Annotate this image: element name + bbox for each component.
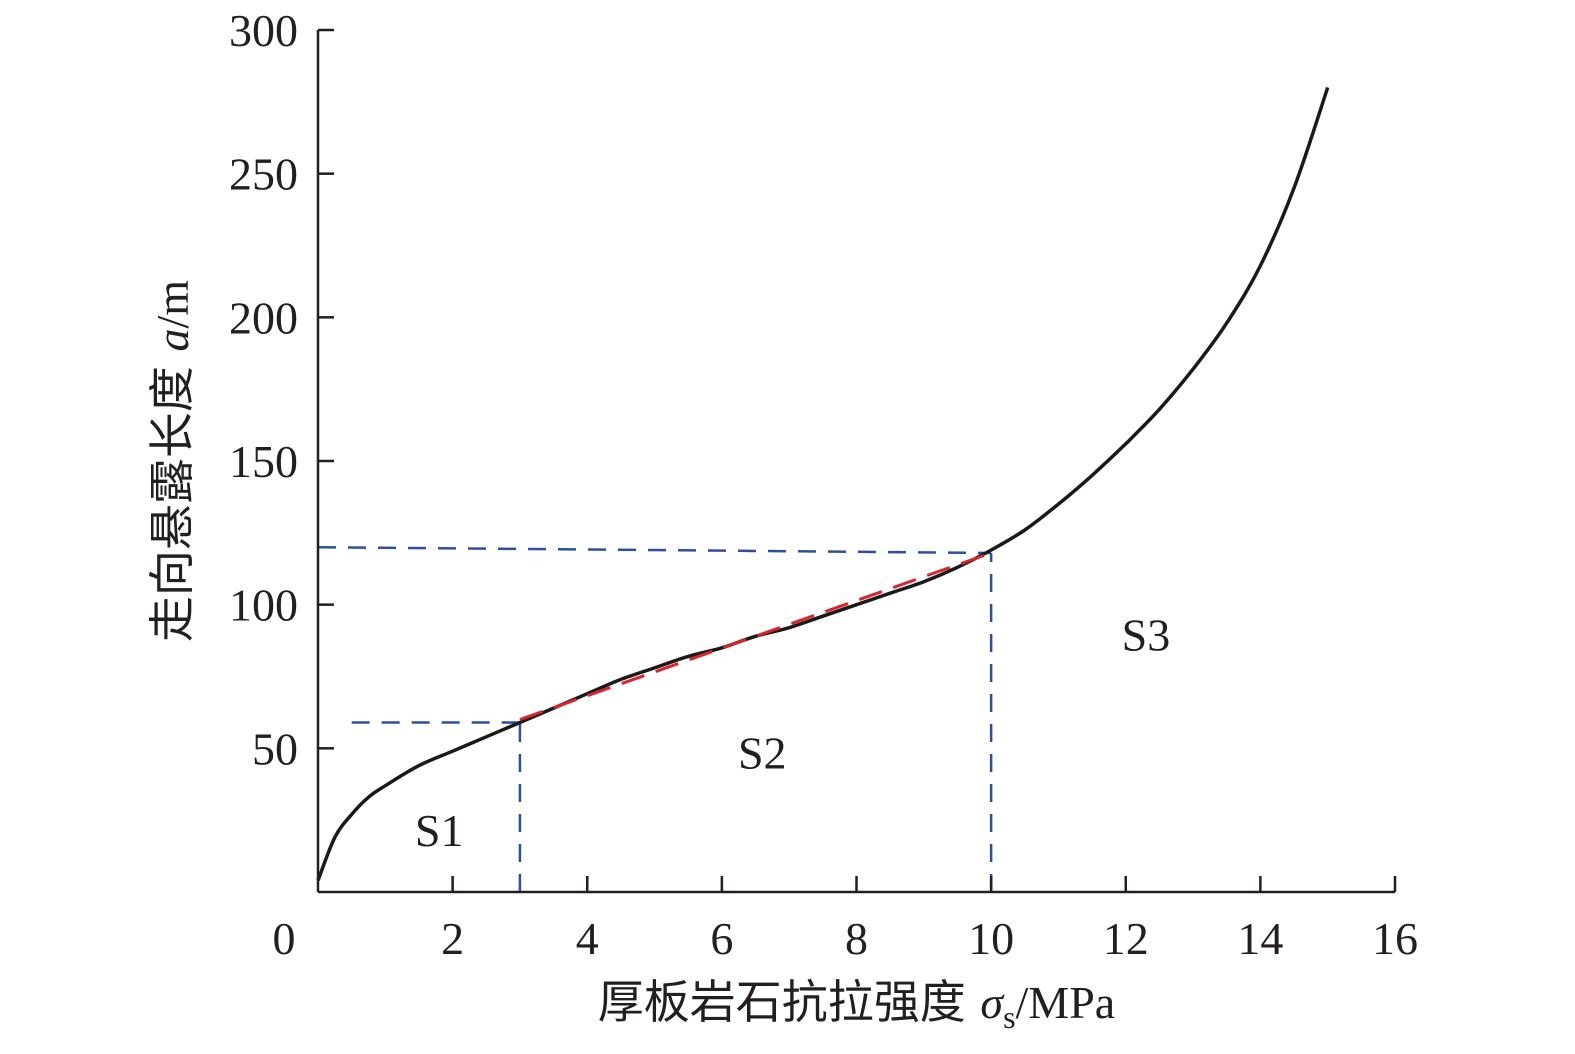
- series-group: [316, 86, 1330, 882]
- x-tick-label: 14: [1237, 913, 1283, 964]
- x-tick-label: 2: [441, 913, 464, 964]
- y-axis-title-symbol: a: [147, 328, 198, 351]
- series-line-dashed-fit: [519, 551, 992, 722]
- tick-labels: 0 2 4 6 8 10 12 14 16 50 100 150 200 250 300: [229, 5, 1418, 964]
- region-label-s3: S3: [1122, 610, 1171, 661]
- reference-dashed-line: [317, 545, 992, 555]
- y-tick-label: 250: [229, 149, 298, 200]
- x-axis-title-unit: /MPa: [1016, 977, 1116, 1028]
- y-tick-label: 200: [229, 292, 298, 343]
- y-tick-label: 50: [252, 723, 298, 774]
- y-tick-label: 150: [229, 436, 298, 487]
- y-axis-title-unit: /m: [147, 280, 198, 329]
- x-tick-label: 6: [710, 913, 733, 964]
- region-label-s1: S1: [415, 805, 464, 856]
- y-axis-title-text: 走向悬露长度: [145, 351, 199, 642]
- x-axis-title-text: 厚板岩石抗拉强度: [598, 975, 981, 1029]
- x-tick-label: 16: [1372, 913, 1418, 964]
- x-tick-label: 8: [845, 913, 868, 964]
- x-axis-title-symbol: σ: [980, 977, 1005, 1028]
- y-tick-label: 100: [229, 580, 298, 631]
- series-line-main-curve: [316, 86, 1330, 882]
- axes: [316, 28, 1397, 894]
- region-labels: S1 S2 S3: [415, 610, 1170, 856]
- x-tick-label: 0: [273, 913, 296, 964]
- x-axis-title: 厚板岩石抗拉强度 σs/MPa: [598, 975, 1115, 1035]
- x-tick-label: 12: [1103, 913, 1149, 964]
- x-tick-label: 10: [968, 913, 1014, 964]
- y-tick-label: 300: [229, 5, 298, 56]
- x-tick-label: 4: [576, 913, 599, 964]
- y-axis-title: 走向悬露长度 a/m: [145, 280, 199, 642]
- x-axis-title-subscript: s: [1003, 999, 1015, 1035]
- region-label-s2: S2: [738, 727, 787, 778]
- reference-lines: [317, 545, 993, 892]
